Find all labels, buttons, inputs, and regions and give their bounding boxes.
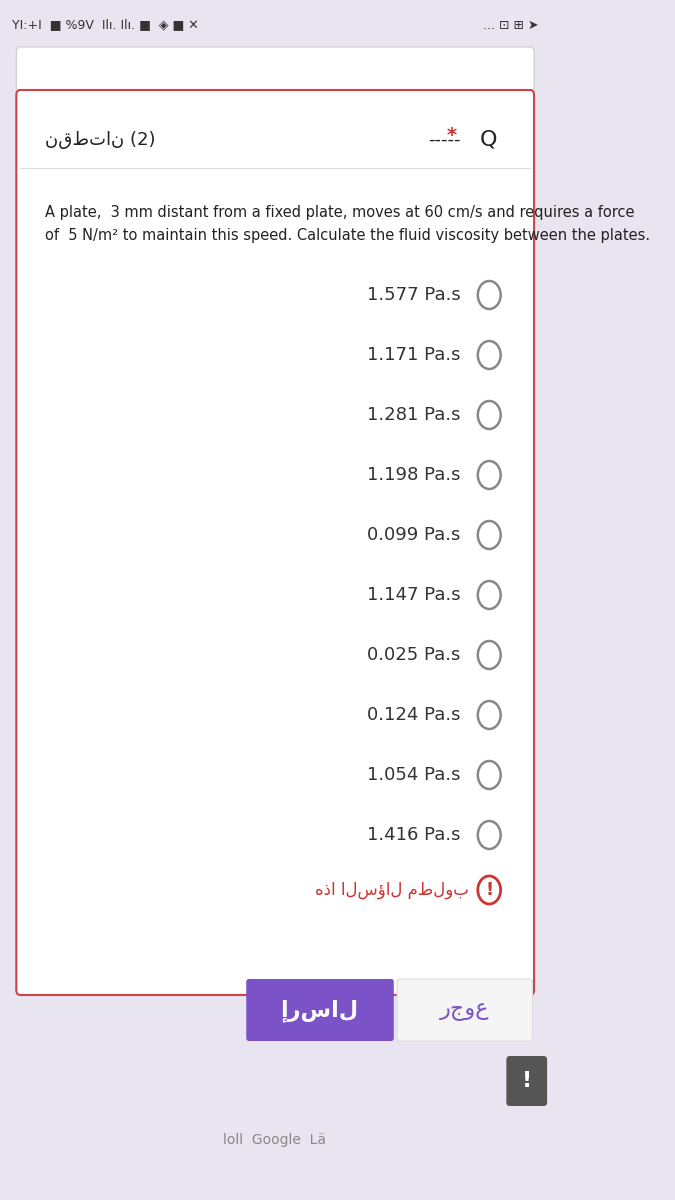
Text: 1.577 Pa.s: 1.577 Pa.s (367, 286, 460, 304)
FancyBboxPatch shape (397, 979, 533, 1040)
FancyBboxPatch shape (246, 979, 394, 1040)
Text: نقطتان (2): نقطتان (2) (45, 131, 155, 149)
Text: -----: ----- (428, 131, 460, 149)
Text: A plate,  3 mm distant from a fixed plate, moves at 60 cm/s and requires a force: A plate, 3 mm distant from a fixed plate… (45, 205, 634, 220)
Text: *: * (446, 126, 456, 145)
Text: 0.124 Pa.s: 0.124 Pa.s (367, 706, 460, 724)
Text: 1.198 Pa.s: 1.198 Pa.s (367, 466, 460, 484)
FancyBboxPatch shape (0, 0, 550, 50)
FancyBboxPatch shape (16, 47, 534, 92)
Text: 0.099 Pa.s: 0.099 Pa.s (367, 526, 460, 544)
Text: رجوع: رجوع (440, 1001, 489, 1021)
Text: ... ⊡ ⊞ ➤: ... ⊡ ⊞ ➤ (483, 18, 538, 31)
Text: 1.281 Pa.s: 1.281 Pa.s (367, 406, 460, 424)
Text: !: ! (485, 881, 493, 899)
Text: 1.147 Pa.s: 1.147 Pa.s (367, 586, 460, 604)
Text: إرسال: إرسال (281, 1000, 358, 1022)
Text: هذا السؤال مطلوب: هذا السؤال مطلوب (315, 881, 469, 899)
Text: 1.416 Pa.s: 1.416 Pa.s (367, 826, 460, 844)
Text: YI:+I  ■ %9V  Ilı. Ilı. ■  ◈ ■ ✕: YI:+I ■ %9V Ilı. Ilı. ■ ◈ ■ ✕ (12, 18, 199, 31)
Text: 0.025 Pa.s: 0.025 Pa.s (367, 646, 460, 664)
Text: loll  Google  Lä: loll Google Lä (223, 1133, 326, 1147)
FancyBboxPatch shape (16, 90, 534, 995)
Text: 1.171 Pa.s: 1.171 Pa.s (367, 346, 460, 364)
Text: !: ! (522, 1070, 532, 1091)
Text: of  5 N/m² to maintain this speed. Calculate the fluid viscosity between the pla: of 5 N/m² to maintain this speed. Calcul… (45, 228, 650, 242)
FancyBboxPatch shape (506, 1056, 547, 1106)
Text: 1.054 Pa.s: 1.054 Pa.s (367, 766, 460, 784)
Text: Q: Q (480, 130, 497, 150)
